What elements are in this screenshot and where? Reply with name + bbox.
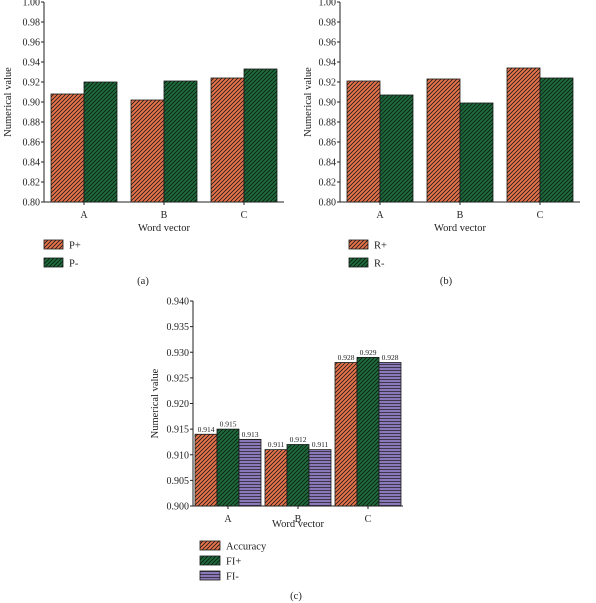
bar-value-label: 0.915 xyxy=(220,420,237,429)
x-tick-label: C xyxy=(365,514,372,525)
y-tick-label: 0.98 xyxy=(23,18,41,29)
y-axis-title: Numerical value xyxy=(3,67,14,137)
y-tick-label: 0.82 xyxy=(319,178,337,189)
bar-b-2 xyxy=(308,449,332,507)
y-tick-label: 0.905 xyxy=(167,476,190,487)
y-tick-label: 0.86 xyxy=(319,138,337,149)
bar-a-0 xyxy=(50,93,85,203)
y-tick-label: 0.90 xyxy=(23,98,41,109)
y-tick-label: 0.84 xyxy=(23,158,41,169)
x-tick-label: B xyxy=(161,210,168,221)
y-tick-label: 1.00 xyxy=(23,0,41,9)
bar-value-label: 0.928 xyxy=(382,353,399,362)
x-tick-label: A xyxy=(224,514,232,525)
bar-c-0 xyxy=(334,362,358,507)
x-axis-title: Word vector xyxy=(138,223,190,234)
y-tick-label: 0.935 xyxy=(167,322,190,333)
panel-label: (a) xyxy=(137,276,149,287)
y-tick-label: 0.84 xyxy=(319,158,337,169)
y-tick-label: 0.92 xyxy=(319,78,337,89)
legend-swatch xyxy=(348,239,369,250)
y-tick-label: 0.80 xyxy=(319,198,337,209)
bar-c-0 xyxy=(506,67,541,203)
bar-a-0 xyxy=(346,80,381,203)
y-tick-label: 0.920 xyxy=(167,399,190,410)
bar-b-1 xyxy=(286,444,310,507)
legend-label: P- xyxy=(69,259,79,270)
x-tick-label: C xyxy=(241,210,248,221)
y-tick-label: 0.96 xyxy=(23,38,41,49)
y-tick-label: 0.88 xyxy=(23,118,41,129)
x-tick-label: C xyxy=(537,210,544,221)
legend-label: R- xyxy=(374,259,385,270)
legend-swatch xyxy=(199,570,221,581)
y-tick-label: 0.96 xyxy=(319,38,337,49)
bar-c-1 xyxy=(356,356,380,507)
bar-b-0 xyxy=(130,99,165,203)
x-axis-title: Word vector xyxy=(272,519,324,530)
y-tick-label: 0.82 xyxy=(23,178,41,189)
y-tick-label: 0.900 xyxy=(167,502,190,513)
y-tick-label: 0.98 xyxy=(319,18,337,29)
bar-a-1 xyxy=(83,81,118,203)
y-tick-label: 0.94 xyxy=(23,58,41,69)
legend-label: FI+ xyxy=(226,557,241,568)
bar-a-2 xyxy=(238,438,262,507)
legend-swatch xyxy=(199,540,221,551)
x-axis-title: Word vector xyxy=(434,223,486,234)
y-tick-label: 0.90 xyxy=(319,98,337,109)
x-tick-label: A xyxy=(80,210,88,221)
bar-c-1 xyxy=(539,77,574,203)
legend-label: P+ xyxy=(69,241,81,252)
y-tick-label: 0.94 xyxy=(319,58,337,69)
bar-value-label: 0.929 xyxy=(360,348,377,357)
legend-label: R+ xyxy=(374,241,387,252)
legend-label: Accuracy xyxy=(226,542,267,553)
y-tick-label: 0.930 xyxy=(167,348,190,359)
chart-panel-c: 0.900 0.905 0.910 0.915 0.920 0.925 0.930 0.935… xyxy=(150,297,403,602)
bar-a-1 xyxy=(216,428,240,507)
bar-c-1 xyxy=(243,68,278,203)
bar-value-label: 0.911 xyxy=(312,440,329,449)
panel-label: (c) xyxy=(290,591,302,602)
y-tick-label: 1.00 xyxy=(319,0,337,9)
bar-value-label: 0.928 xyxy=(338,353,355,362)
panel-label: (b) xyxy=(440,276,453,287)
bar-b-0 xyxy=(264,449,288,507)
chart-panel-a: 0.80 0.82 0.84 0.86 0.88 0.90 0.92 0.94 0.96 0.98… xyxy=(3,0,284,287)
legend-swatch xyxy=(348,257,369,268)
y-axis-title: Numerical value xyxy=(150,368,161,438)
y-tick-label: 0.88 xyxy=(319,118,337,129)
chart-panel-b: 0.80 0.82 0.84 0.86 0.88 0.90 0.92 0.94 0.96 0.98… xyxy=(303,0,580,287)
legend-swatch xyxy=(43,257,64,268)
y-tick-label: 0.92 xyxy=(23,78,41,89)
y-tick-label: 0.925 xyxy=(167,373,190,384)
legend-swatch xyxy=(43,239,64,250)
legend-label: FI- xyxy=(226,572,239,583)
y-tick-label: 0.80 xyxy=(23,198,41,209)
y-tick-label: 0.86 xyxy=(23,138,41,149)
bar-value-label: 0.914 xyxy=(198,425,215,434)
x-tick-label: B xyxy=(457,210,464,221)
bar-c-2 xyxy=(378,362,402,507)
y-tick-label: 0.940 xyxy=(167,297,190,308)
bar-a-1 xyxy=(379,94,414,203)
bar-c-0 xyxy=(210,77,245,203)
bar-value-label: 0.912 xyxy=(290,435,307,444)
x-tick-label: A xyxy=(376,210,384,221)
bar-value-label: 0.913 xyxy=(242,430,259,439)
bar-b-1 xyxy=(459,102,494,203)
bar-b-1 xyxy=(163,80,198,203)
legend-swatch xyxy=(199,555,221,566)
bar-b-0 xyxy=(426,78,461,203)
bar-value-label: 0.911 xyxy=(268,440,285,449)
y-tick-label: 0.915 xyxy=(167,425,190,436)
y-tick-label: 0.910 xyxy=(167,450,190,461)
y-axis-title: Numerical value xyxy=(303,67,314,137)
x-tick-label: B xyxy=(295,514,302,525)
bar-a-0 xyxy=(194,433,218,507)
